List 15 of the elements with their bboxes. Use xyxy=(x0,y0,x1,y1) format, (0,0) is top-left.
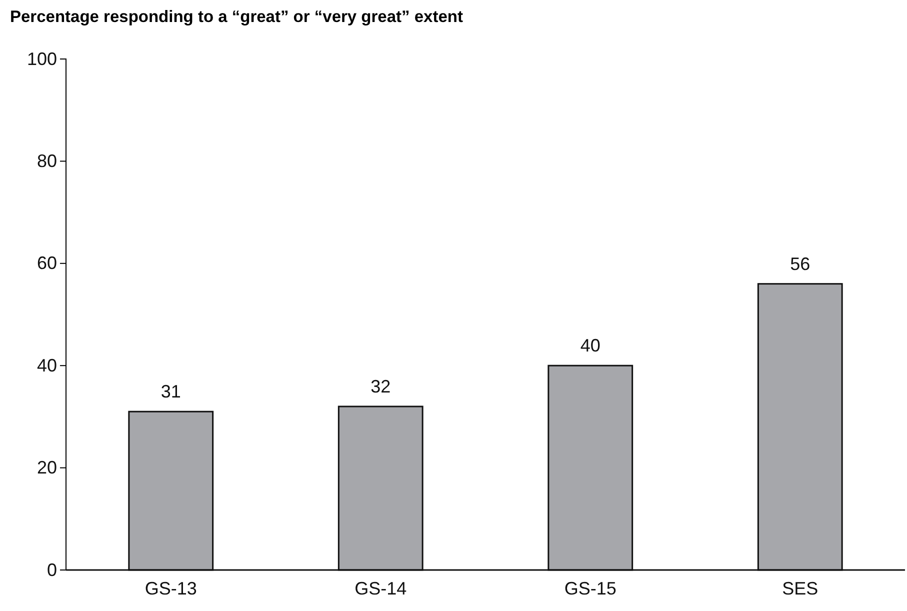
chart-title: Percentage responding to a “great” or “very great” extent xyxy=(10,8,464,26)
y-tick-label: 0 xyxy=(46,560,57,580)
x-tick-label: GS-15 xyxy=(564,578,616,599)
x-tick-label: GS-14 xyxy=(354,578,407,599)
y-tick-label: 60 xyxy=(36,253,57,274)
y-tick-label: 20 xyxy=(36,458,57,478)
x-tick-label: GS-13 xyxy=(144,578,197,599)
y-tick-label: 100 xyxy=(26,48,57,69)
data-label: 40 xyxy=(580,336,600,356)
data-label: 56 xyxy=(790,254,810,274)
data-label: 32 xyxy=(370,376,391,396)
y-tick-label: 40 xyxy=(36,355,57,376)
x-tick-label: SES xyxy=(782,578,818,599)
data-label: 31 xyxy=(160,382,181,402)
y-tick-label: 80 xyxy=(36,150,57,171)
